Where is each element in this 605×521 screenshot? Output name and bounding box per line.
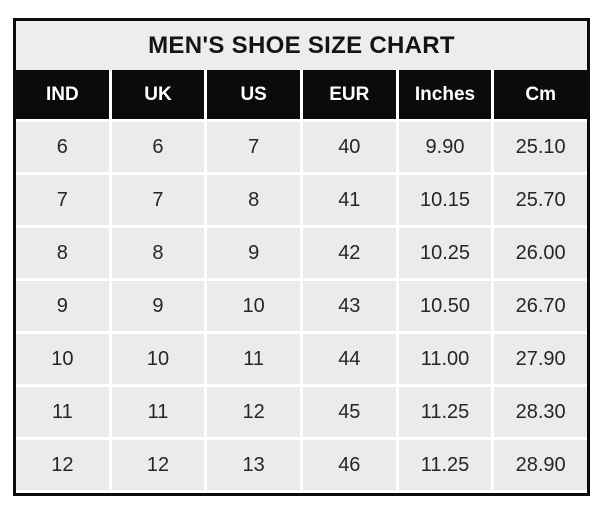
table-cell-r6-eur: 45 — [302, 387, 396, 437]
table-cell-r7-cm: 28.90 — [494, 440, 587, 490]
table-cell-r6-inches: 11.25 — [398, 387, 492, 437]
table-cell-r5-inches: 11.00 — [398, 334, 492, 384]
table-cell-r7-uk: 12 — [111, 440, 205, 490]
table-cell-r4-ind: 9 — [16, 281, 109, 331]
table-cell-r2-ind: 7 — [16, 175, 109, 225]
table-cell-r2-eur: 41 — [302, 175, 396, 225]
table-cell-r2-cm: 25.70 — [494, 175, 587, 225]
table-cell-r3-eur: 42 — [302, 228, 396, 278]
column-header-eur: EUR — [302, 70, 396, 119]
table-cell-r2-uk: 7 — [111, 175, 205, 225]
column-header-inches: Inches — [398, 70, 492, 119]
table-body: 6 6 7 40 9.90 25.10 7 7 8 41 10.15 25.70 8 8 9 42 10.25 2… — [16, 122, 587, 490]
table-cell-r7-eur: 46 — [302, 440, 396, 490]
table-cell-r1-ind: 6 — [16, 122, 109, 172]
table-cell-r4-eur: 43 — [302, 281, 396, 331]
table-cell-r3-inches: 10.25 — [398, 228, 492, 278]
table-cell-r3-us: 9 — [207, 228, 300, 278]
table-cell-r1-inches: 9.90 — [398, 122, 492, 172]
table-cell-r6-ind: 11 — [16, 387, 109, 437]
page-title: MEN'S SHOE SIZE CHART — [16, 21, 587, 70]
shoe-size-chart-table: MEN'S SHOE SIZE CHART IND UK US EUR Inches Cm… — [13, 18, 590, 496]
table-cell-r7-us: 13 — [207, 440, 300, 490]
table-cell-r6-us: 12 — [207, 387, 300, 437]
table-cell-r7-inches: 11.25 — [398, 440, 492, 490]
table-cell-r3-uk: 8 — [111, 228, 205, 278]
column-header-us: US — [207, 70, 300, 119]
table-cell-r5-eur: 44 — [302, 334, 396, 384]
table-cell-r4-inches: 10.50 — [398, 281, 492, 331]
table-cell-r4-cm: 26.70 — [494, 281, 587, 331]
table-cell-r2-us: 8 — [207, 175, 300, 225]
column-header-cm: Cm — [494, 70, 587, 119]
table-cell-r3-cm: 26.00 — [494, 228, 587, 278]
table-cell-r1-us: 7 — [207, 122, 300, 172]
column-header-uk: UK — [111, 70, 205, 119]
table-cell-r5-uk: 10 — [111, 334, 205, 384]
column-header-ind: IND — [16, 70, 109, 119]
table-cell-r4-uk: 9 — [111, 281, 205, 331]
table-header-row: IND UK US EUR Inches Cm — [16, 70, 587, 119]
table-cell-r1-eur: 40 — [302, 122, 396, 172]
table-cell-r5-us: 11 — [207, 334, 300, 384]
table-cell-r7-ind: 12 — [16, 440, 109, 490]
table-cell-r1-uk: 6 — [111, 122, 205, 172]
table-cell-r4-us: 10 — [207, 281, 300, 331]
table-cell-r1-cm: 25.10 — [494, 122, 587, 172]
table-cell-r5-cm: 27.90 — [494, 334, 587, 384]
table-cell-r3-ind: 8 — [16, 228, 109, 278]
table-cell-r6-cm: 28.30 — [494, 387, 587, 437]
table-cell-r6-uk: 11 — [111, 387, 205, 437]
table-cell-r2-inches: 10.15 — [398, 175, 492, 225]
table-cell-r5-ind: 10 — [16, 334, 109, 384]
